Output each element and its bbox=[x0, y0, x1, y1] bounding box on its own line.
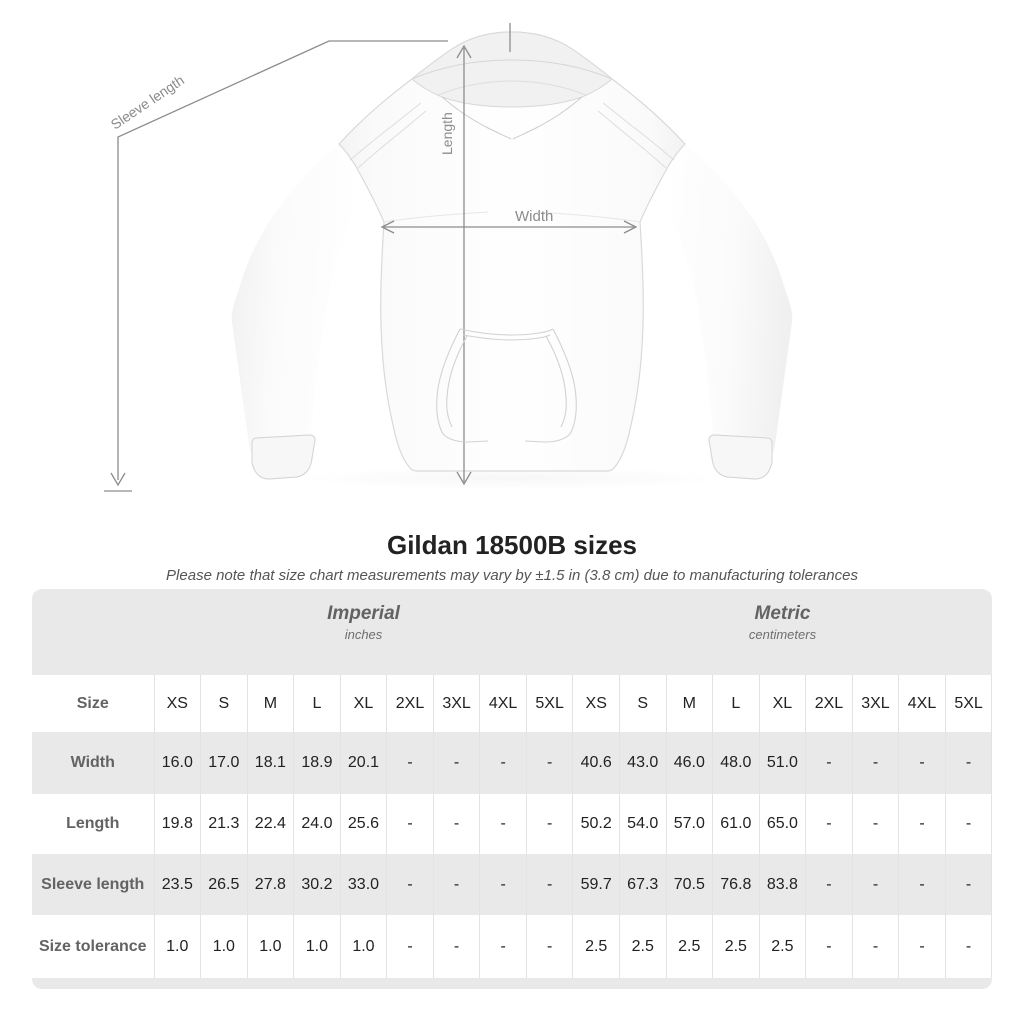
svg-text:Length: Length bbox=[439, 112, 455, 155]
svg-text:Width: Width bbox=[515, 208, 553, 225]
